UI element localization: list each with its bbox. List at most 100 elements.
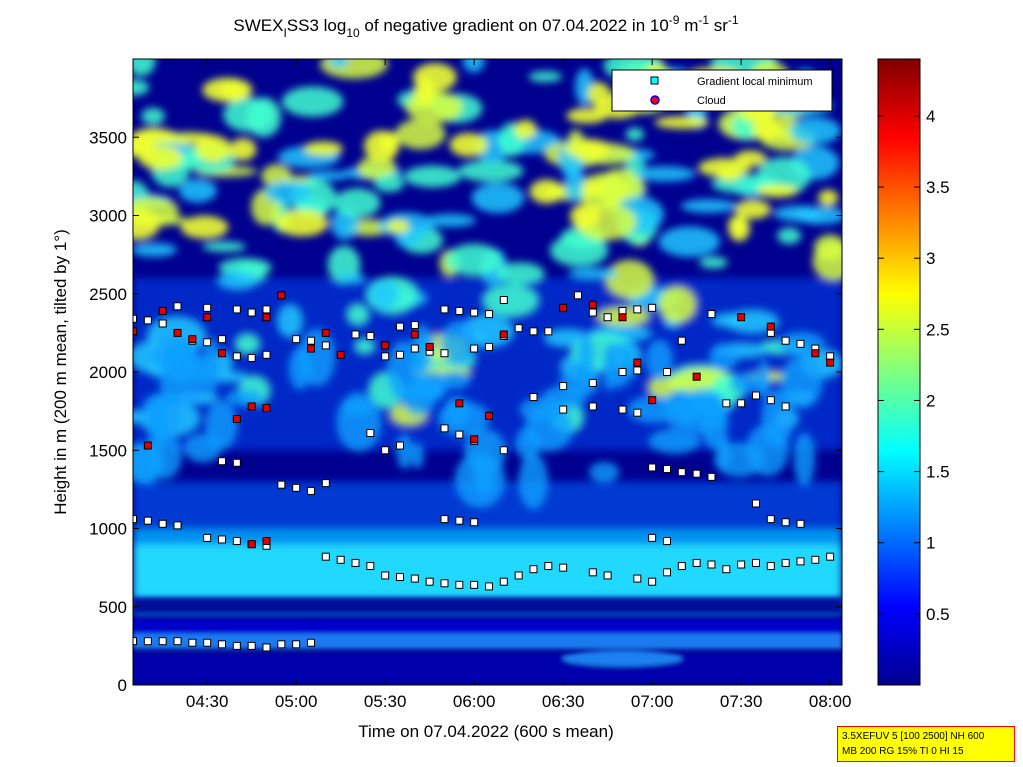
cloud-marker (262, 403, 271, 412)
colorbar-tick-label: 4 (926, 107, 935, 126)
gradient-minimum-marker (707, 560, 716, 569)
gradient-minimum-marker (499, 296, 508, 305)
gradient-minimum-marker (321, 341, 330, 350)
gradient-minimum-marker (133, 637, 137, 646)
cloud-marker (247, 402, 256, 411)
cloud-marker (826, 358, 835, 367)
gradient-minimum-marker (277, 640, 286, 649)
gradient-minimum-marker (618, 368, 627, 376)
y-tick-label: 2500 (89, 285, 127, 304)
gradient-minimum-marker (336, 555, 345, 564)
gradient-minimum-marker (173, 302, 182, 311)
gradient-minimum-marker (692, 469, 701, 478)
legend: Gradient local minimum Cloud (611, 69, 833, 112)
gradient-minimum-marker (232, 641, 241, 650)
gradient-minimum-marker (544, 327, 553, 336)
cloud-marker (306, 344, 315, 353)
gradient-minimum-marker (633, 305, 642, 314)
y-tick-label: 500 (99, 598, 127, 617)
gradient-minimum-marker (292, 335, 301, 344)
gradient-minimum-marker (203, 338, 212, 347)
title-part-log_sub: 10 (346, 26, 360, 40)
colorbar: 0.5 1 1.5 2 2.5 3 3.5 4 (877, 58, 950, 686)
y-tick-label: 1500 (89, 441, 127, 460)
gradient-minimum-marker (796, 519, 805, 528)
gradient-minimum-marker (351, 558, 360, 567)
gradient-minimum-marker (588, 568, 597, 577)
title-part-station: SWEX (233, 16, 283, 35)
gradient-minimum-marker (455, 430, 464, 439)
title-part-exp3: -1 (728, 13, 739, 27)
gradient-minimum-marker (559, 382, 568, 391)
y-tick-label: 3500 (89, 128, 127, 147)
gradient-minimum-marker (677, 562, 686, 571)
gradient-minimum-marker (766, 562, 775, 571)
gradient-minimum-marker (692, 558, 701, 567)
info-box: 3.5XEFUV 5 [100 2500] NH 600 MB 200 RG 1… (837, 726, 1015, 762)
cloud-marker (232, 414, 241, 423)
gradient-minimum-marker (173, 521, 182, 530)
gradient-minimum-marker (470, 518, 479, 527)
gradient-minimum-marker (662, 368, 671, 376)
cloud-marker (455, 399, 464, 408)
gradient-minimum-marker (158, 319, 167, 328)
gradient-minimum-marker (262, 305, 271, 314)
gradient-minimum-marker (203, 533, 212, 542)
gradient-minimum-marker (648, 463, 657, 472)
gradient-minimum-marker (158, 519, 167, 528)
gradient-minimum-marker (499, 577, 508, 586)
y-tick-label: 0 (118, 676, 127, 695)
gradient-minimum-marker (633, 408, 642, 417)
y-axis-label: Height in m (200 m mean, tilted by 1°) (51, 229, 70, 515)
gradient-minimum-marker (648, 577, 657, 586)
gradient-minimum-marker (455, 306, 464, 315)
legend-entry-gradient-min: Gradient local minimum (697, 76, 813, 88)
gradient-minimum-marker (648, 533, 657, 542)
colorbar-tick-label: 2 (926, 391, 935, 410)
title-part-exp1: -9 (669, 13, 680, 27)
gradient-minimum-marker (440, 305, 449, 314)
legend-entry-cloud: Cloud (697, 95, 726, 107)
gradient-minimum-marker (781, 402, 790, 411)
gradient-minimum-marker (781, 518, 790, 527)
cloud-marker (737, 313, 746, 322)
cloud-marker (336, 350, 345, 359)
gradient-minimum-marker (751, 558, 760, 567)
gradient-minimum-marker (484, 342, 493, 351)
gradient-minimum-marker (455, 516, 464, 525)
x-tick-label: 08:00 (809, 692, 852, 711)
title-part-exp2: -1 (698, 13, 709, 27)
gradient-minimum-marker (395, 322, 404, 331)
cloud-marker (321, 328, 330, 337)
gradient-minimum-marker (781, 336, 790, 345)
gradient-minimum-marker (796, 557, 805, 566)
x-tick-label: 05:00 (275, 692, 318, 711)
gradient-minimum-marker (143, 516, 152, 525)
gradient-minimum-marker (662, 568, 671, 577)
cloud-marker (133, 327, 137, 336)
gradient-minimum-marker (470, 344, 479, 353)
gradient-minimum-marker (232, 537, 241, 546)
gradient-minimum-marker (143, 637, 152, 646)
gradient-minimum-marker (707, 310, 716, 319)
cloud-marker (559, 303, 568, 312)
cloud-marker (425, 342, 434, 351)
gradient-minimum-marker (722, 399, 731, 408)
gradient-minimum-marker (618, 405, 627, 414)
gradient-minimum-marker (707, 472, 716, 481)
gradient-minimum-marker (381, 352, 390, 361)
gradient-minimum-marker (232, 458, 241, 467)
colorbar-tick-label: 3.5 (926, 178, 950, 197)
gradient-minimum-marker (603, 571, 612, 580)
gradient-minimum-marker (633, 574, 642, 583)
info-line-2: MB 200 RG 15% TI 0 HI 15 (842, 746, 964, 757)
gradient-minimum-marker (529, 327, 538, 336)
gradient-minimum-marker (173, 637, 182, 646)
gradient-minimum-marker (366, 332, 375, 341)
x-axis-label: Time on 07.04.2022 (600 s mean) (358, 722, 613, 741)
gradient-minimum-marker (484, 582, 493, 591)
gradient-minimum-marker (410, 321, 419, 330)
gradient-minimum-marker (470, 308, 479, 317)
legend-box (611, 69, 833, 112)
